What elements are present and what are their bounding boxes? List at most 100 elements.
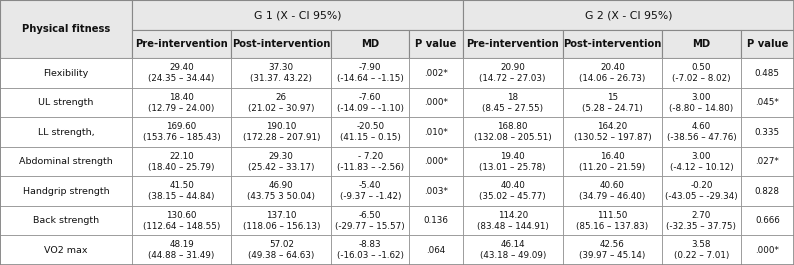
Text: MD: MD [692,39,711,49]
Text: 164.20
(130.52 – 197.87): 164.20 (130.52 – 197.87) [573,122,651,142]
Bar [0,236,132,265]
Text: 29.30
(25.42 – 33.17): 29.30 (25.42 – 33.17) [248,152,314,172]
Text: 40.60
(34.79 – 46.40): 40.60 (34.79 – 46.40) [580,181,646,201]
Text: 22.10
(18.40 – 25.79): 22.10 (18.40 – 25.79) [148,152,215,172]
Text: 15
(5.28 – 24.71): 15 (5.28 – 24.71) [582,92,643,113]
Text: -6.50
(-29.77 – 15.57): -6.50 (-29.77 – 15.57) [335,211,405,231]
Bar [410,58,463,88]
Bar [132,117,231,147]
Text: -7.60
(-14.09 – -1.10): -7.60 (-14.09 – -1.10) [337,92,404,113]
Bar [410,30,463,58]
Text: Pre-intervention: Pre-intervention [135,39,228,49]
Bar [563,30,662,58]
Bar [132,176,231,206]
Text: 111.50
(85.16 – 137.83): 111.50 (85.16 – 137.83) [576,211,649,231]
Text: 3.00
(-8.80 – 14.80): 3.00 (-8.80 – 14.80) [669,92,734,113]
Bar [0,58,132,88]
Bar [410,206,463,236]
Text: Handgrip strength: Handgrip strength [22,187,110,196]
Text: 26
(21.02 – 30.97): 26 (21.02 – 30.97) [248,92,314,113]
Text: 0.335: 0.335 [755,128,780,137]
Bar [0,206,132,236]
Bar [741,176,794,206]
Bar [463,236,563,265]
Bar [662,176,741,206]
Text: 18
(8.45 – 27.55): 18 (8.45 – 27.55) [482,92,543,113]
Text: .000*: .000* [424,157,448,166]
Bar [132,147,231,176]
Bar [331,147,410,176]
Text: 190.10
(172.28 – 207.91): 190.10 (172.28 – 207.91) [242,122,320,142]
Bar [662,236,741,265]
Bar [231,206,331,236]
Bar [0,117,132,147]
Text: 168.80
(132.08 – 205.51): 168.80 (132.08 – 205.51) [474,122,552,142]
Text: -5.40
(-9.37 – -1.42): -5.40 (-9.37 – -1.42) [340,181,401,201]
Bar [563,88,662,117]
Bar [410,88,463,117]
Text: 130.60
(112.64 – 148.55): 130.60 (112.64 – 148.55) [143,211,220,231]
Bar [463,206,563,236]
Text: .010*: .010* [424,128,448,137]
Text: - 7.20
(-11.83 – -2.56): - 7.20 (-11.83 – -2.56) [337,152,404,172]
Bar [331,117,410,147]
Bar [563,117,662,147]
Bar [741,30,794,58]
Text: 37.30
(31.37. 43.22): 37.30 (31.37. 43.22) [250,63,312,83]
Bar [662,147,741,176]
Bar [410,147,463,176]
Text: 19.40
(13.01 – 25.78): 19.40 (13.01 – 25.78) [480,152,546,172]
Text: 169.60
(153.76 – 185.43): 169.60 (153.76 – 185.43) [143,122,221,142]
Bar [662,206,741,236]
Text: 29.40
(24.35 – 34.44): 29.40 (24.35 – 34.44) [148,63,214,83]
Text: LL strength,: LL strength, [37,128,94,137]
Text: Abdominal strength: Abdominal strength [19,157,113,166]
Bar [410,236,463,265]
Text: 3.58
(0.22 – 7.01): 3.58 (0.22 – 7.01) [674,240,729,260]
Bar [741,117,794,147]
Text: 4.60
(-38.56 – 47.76): 4.60 (-38.56 – 47.76) [666,122,736,142]
Text: .002*: .002* [424,69,448,78]
Text: -7.90
(-14.64 – -1.15): -7.90 (-14.64 – -1.15) [337,63,403,83]
Text: G 1 (X - CI 95%): G 1 (X - CI 95%) [253,10,341,20]
Bar [132,88,231,117]
Text: 20.40
(14.06 – 26.73): 20.40 (14.06 – 26.73) [580,63,646,83]
Bar [132,30,231,58]
Text: 48.19
(44.88 – 31.49): 48.19 (44.88 – 31.49) [148,240,214,260]
Bar [231,176,331,206]
Bar [231,88,331,117]
Text: Post-intervention: Post-intervention [232,39,330,49]
Text: .045*: .045* [755,98,779,107]
Text: G 2 (X - CI 95%): G 2 (X - CI 95%) [584,10,673,20]
Bar [331,206,410,236]
Bar [662,88,741,117]
Bar [331,88,410,117]
Text: 46.90
(43.75 3 50.04): 46.90 (43.75 3 50.04) [247,181,315,201]
Bar [132,206,231,236]
Bar [463,176,563,206]
Text: 0.50
(-7.02 – 8.02): 0.50 (-7.02 – 8.02) [672,63,730,83]
Text: 2.70
(-32.35 – 37.75): 2.70 (-32.35 – 37.75) [666,211,736,231]
Text: VO2 max: VO2 max [44,246,87,255]
Bar [231,147,331,176]
Bar [741,206,794,236]
Text: P value: P value [746,39,788,49]
Text: 18.40
(12.79 – 24.00): 18.40 (12.79 – 24.00) [148,92,214,113]
Text: Pre-intervention: Pre-intervention [466,39,559,49]
Text: Post-intervention: Post-intervention [563,39,661,49]
Text: 137.10
(118.06 – 156.13): 137.10 (118.06 – 156.13) [242,211,320,231]
Bar [331,30,410,58]
Bar [0,176,132,206]
Text: Back strength: Back strength [33,216,99,225]
Bar [231,236,331,265]
Bar [563,176,662,206]
Text: 20.90
(14.72 – 27.03): 20.90 (14.72 – 27.03) [480,63,546,83]
Bar [132,58,231,88]
Text: -8.83
(-16.03 – -1.62): -8.83 (-16.03 – -1.62) [337,240,404,260]
Bar [563,58,662,88]
Text: 42.56
(39.97 – 45.14): 42.56 (39.97 – 45.14) [580,240,646,260]
Text: Flexibility: Flexibility [43,69,88,78]
Text: .064: .064 [426,246,445,255]
Bar [662,117,741,147]
Bar [741,236,794,265]
